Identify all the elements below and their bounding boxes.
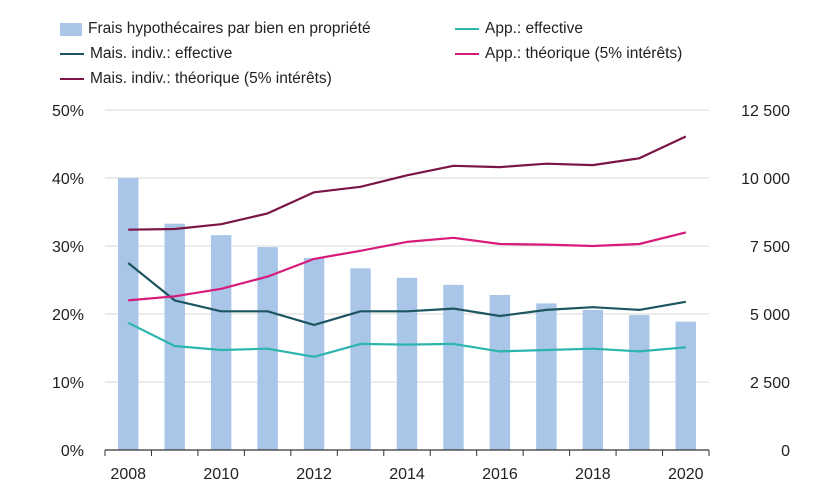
bar	[675, 321, 696, 450]
x-axis-tick-label: 2020	[668, 466, 704, 483]
x-axis-tick-label: 2010	[203, 466, 239, 483]
x-axis-tick-label: 2012	[296, 466, 332, 483]
legend-label-mais-effective: Mais. indiv.: effective	[90, 45, 233, 62]
bar	[303, 257, 325, 450]
bar	[443, 284, 464, 450]
legend-item-mais-theorique: Mais. indiv.: théorique (5% intérêts)	[60, 70, 332, 88]
left-axis-tick-label: 0%	[61, 443, 84, 460]
left-axis-tick-label: 40%	[52, 171, 84, 188]
legend-label-app-effective: App.: effective	[485, 20, 583, 37]
legend-swatch-bars	[60, 22, 82, 36]
left-axis-tick-label: 20%	[52, 307, 84, 324]
legend-swatch-app-theorique	[455, 53, 479, 55]
bar	[350, 268, 371, 450]
axes	[104, 449, 710, 456]
legend-swatch-mais-theorique	[60, 78, 84, 80]
legend-label-app-theorique: App.: théorique (5% intérêts)	[485, 45, 683, 62]
left-axis-tick-label: 50%	[52, 103, 84, 120]
bar	[396, 277, 418, 450]
series-line	[128, 231, 687, 302]
bar	[489, 294, 511, 450]
series-line	[127, 321, 686, 358]
legend-item-app-effective: App.: effective	[455, 20, 583, 38]
bar	[629, 315, 650, 450]
bar-series	[118, 178, 696, 450]
bar	[118, 178, 139, 450]
legend: Frais hypothécaires par bien en propriét…	[60, 6, 820, 96]
legend-label-bars: Frais hypothécaires par bien en propriét…	[88, 20, 371, 37]
x-axis-tick-label: 2018	[575, 466, 611, 483]
legend-swatch-app-effective	[455, 28, 479, 30]
series-line	[127, 262, 686, 326]
x-axis-tick-label: 2016	[482, 466, 518, 483]
line-series	[127, 135, 687, 358]
bar	[536, 303, 557, 450]
legend-swatch-mais-effective	[60, 53, 84, 55]
right-axis-tick-label: 12 500	[741, 103, 790, 120]
bar	[210, 235, 232, 450]
x-axis-tick-label: 2014	[389, 466, 425, 483]
bar	[164, 223, 185, 450]
left-axis-tick-labels: 0% 10% 20% 30% 40% 50%	[52, 103, 84, 460]
x-axis-tick-label: 2008	[110, 466, 146, 483]
left-axis-tick-label: 10%	[52, 375, 84, 392]
right-axis-tick-label: 7 500	[750, 239, 790, 256]
series-line	[128, 135, 687, 231]
legend-label-mais-theorique: Mais. indiv.: théorique (5% intérêts)	[90, 70, 332, 87]
legend-item-bars: Frais hypothécaires par bien en propriét…	[60, 20, 371, 38]
legend-item-mais-effective: Mais. indiv.: effective	[60, 45, 232, 63]
left-axis-tick-label: 30%	[52, 239, 84, 256]
right-axis-tick-label: 0	[781, 443, 790, 460]
legend-item-app-theorique: App.: théorique (5% intérêts)	[455, 45, 682, 63]
right-axis-tick-label: 5 000	[750, 307, 790, 324]
x-axis-tick-labels: 2008 2010 2012 2014 2016 2018 2020	[110, 466, 703, 483]
right-axis-tick-label: 10 000	[741, 171, 790, 188]
right-axis-tick-label: 2 500	[750, 375, 790, 392]
right-axis-tick-labels: 0 2 500 5 000 7 500 10 000 12 500	[741, 103, 790, 460]
bar	[582, 309, 604, 450]
